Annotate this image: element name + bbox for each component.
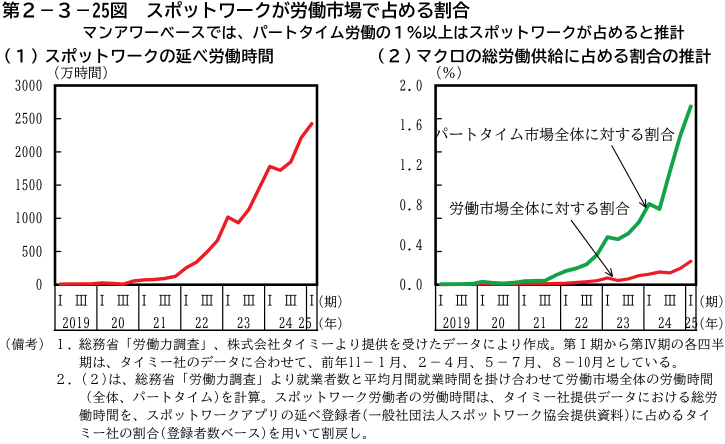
svg-text:0.4: 0.4: [399, 238, 424, 252]
svg-text:Ⅰ: Ⅰ: [434, 294, 448, 308]
svg-text:2019: 2019: [442, 316, 470, 330]
svg-text:2.0: 2.0: [399, 78, 424, 92]
svg-text:24: 24: [658, 316, 672, 330]
svg-text:1500: 1500: [15, 178, 43, 192]
svg-text:Ⅰ: Ⅰ: [221, 294, 235, 308]
svg-text:2500: 2500: [15, 112, 43, 126]
svg-text:Ⅰ: Ⅰ: [53, 294, 67, 308]
svg-text:25: 25: [298, 316, 312, 330]
svg-text:(年): (年): [699, 317, 725, 331]
svg-text:20: 20: [491, 316, 505, 330]
svg-text:Ⅰ: Ⅰ: [684, 294, 698, 308]
svg-text:Ⅲ: Ⅲ: [284, 294, 298, 308]
svg-text:Ⅲ: Ⅲ: [455, 294, 469, 308]
svg-text:Ⅰ: Ⅰ: [559, 294, 573, 308]
svg-text:労働市場全体に対する割合: 労働市場全体に対する割合: [449, 200, 630, 216]
svg-text:0.8: 0.8: [399, 198, 424, 212]
svg-text:Ⅲ: Ⅲ: [74, 294, 88, 308]
svg-text:Ⅲ: Ⅲ: [200, 294, 214, 308]
svg-text:Ⅲ: Ⅲ: [242, 294, 256, 308]
svg-text:Ⅰ: Ⅰ: [95, 294, 109, 308]
svg-text:(期): (期): [699, 294, 725, 308]
svg-text:500: 500: [22, 244, 43, 258]
svg-text:(期): (期): [318, 294, 344, 308]
svg-text:22: 22: [574, 316, 588, 330]
svg-text:2000: 2000: [15, 145, 43, 159]
svg-text:Ⅰ: Ⅰ: [517, 294, 531, 308]
svg-text:1.2: 1.2: [399, 158, 424, 172]
svg-text:Ⅲ: Ⅲ: [496, 294, 510, 308]
svg-text:(万時間): (万時間): [53, 65, 109, 80]
svg-text:22: 22: [195, 316, 209, 330]
svg-text:Ⅲ: Ⅲ: [663, 294, 677, 308]
svg-text:Ⅰ: Ⅰ: [305, 294, 319, 308]
svg-text:Ⅲ: Ⅲ: [580, 294, 594, 308]
svg-text:Ⅰ: Ⅰ: [642, 294, 656, 308]
svg-text:Ⅰ: Ⅰ: [263, 294, 277, 308]
svg-text:2019: 2019: [62, 316, 90, 330]
svg-text:Ⅲ: Ⅲ: [621, 294, 635, 308]
svg-text:Ⅰ: Ⅰ: [137, 294, 151, 308]
svg-text:25: 25: [684, 316, 698, 330]
svg-text:Ⅰ: Ⅰ: [600, 294, 614, 308]
svg-text:0: 0: [36, 278, 43, 292]
svg-text:0.0: 0.0: [399, 278, 424, 292]
svg-text:Ⅰ: Ⅰ: [475, 294, 489, 308]
svg-text:21: 21: [533, 316, 547, 330]
svg-text:24: 24: [279, 316, 293, 330]
svg-text:Ⅰ: Ⅰ: [179, 294, 193, 308]
svg-text:Ⅲ: Ⅲ: [538, 294, 552, 308]
svg-text:パートタイム市場全体に対する割合: パートタイム市場全体に対する割合: [434, 126, 676, 142]
svg-text:3000: 3000: [15, 78, 43, 92]
svg-text:Ⅲ: Ⅲ: [158, 294, 172, 308]
svg-text:23: 23: [237, 316, 251, 330]
svg-text:23: 23: [616, 316, 630, 330]
svg-text:(年): (年): [318, 317, 344, 331]
svg-text:1.6: 1.6: [399, 118, 424, 132]
svg-text:21: 21: [153, 316, 167, 330]
svg-text:(％): (％): [435, 66, 463, 80]
svg-text:20: 20: [111, 316, 125, 330]
svg-text:Ⅲ: Ⅲ: [116, 294, 130, 308]
svg-text:1000: 1000: [15, 211, 43, 225]
